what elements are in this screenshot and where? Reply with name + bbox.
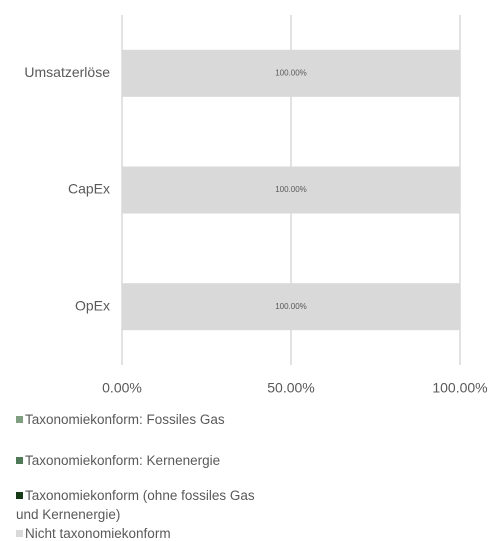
data-label: 100.00% bbox=[275, 185, 307, 194]
y-tick-label: OpEx bbox=[75, 297, 110, 313]
legend-item: Taxonomiekonform: Fossiles Gas bbox=[16, 410, 266, 429]
bar-segment bbox=[122, 283, 460, 331]
legend-label: Taxonomiekonform (ohne fossiles Gas und … bbox=[16, 488, 255, 522]
data-label: 100.00% bbox=[275, 302, 307, 311]
plot: 0.00% 50.00% 100.00% Umsatzerlöse 100.00% Cap… bbox=[24, 15, 488, 396]
legend-swatch bbox=[16, 492, 23, 499]
legend-swatch bbox=[16, 457, 23, 464]
y-tick-label: CapEx bbox=[68, 181, 110, 197]
x-tick-label: 0.00% bbox=[102, 380, 142, 396]
legend-item: Taxonomiekonform: Kernenergie bbox=[16, 451, 266, 470]
data-label: 100.00% bbox=[275, 68, 307, 77]
y-tick-label: Umsatzerlöse bbox=[24, 64, 110, 80]
legend-label: Taxonomiekonform: Kernenergie bbox=[25, 453, 221, 468]
legend-label: Taxonomiekonform: Fossiles Gas bbox=[25, 412, 225, 427]
bar-segment bbox=[122, 49, 460, 97]
legend-item: Nicht taxonomiekonform bbox=[16, 524, 266, 541]
x-tick-label: 50.00% bbox=[267, 380, 314, 396]
legend-item: Taxonomiekonform (ohne fossiles Gas und … bbox=[16, 486, 266, 524]
legend-swatch bbox=[16, 416, 23, 423]
bar-segment bbox=[122, 166, 460, 214]
legend-swatch bbox=[16, 530, 23, 537]
legend-label: Nicht taxonomiekonform bbox=[25, 526, 171, 541]
x-tick-label: 100.00% bbox=[432, 380, 487, 396]
